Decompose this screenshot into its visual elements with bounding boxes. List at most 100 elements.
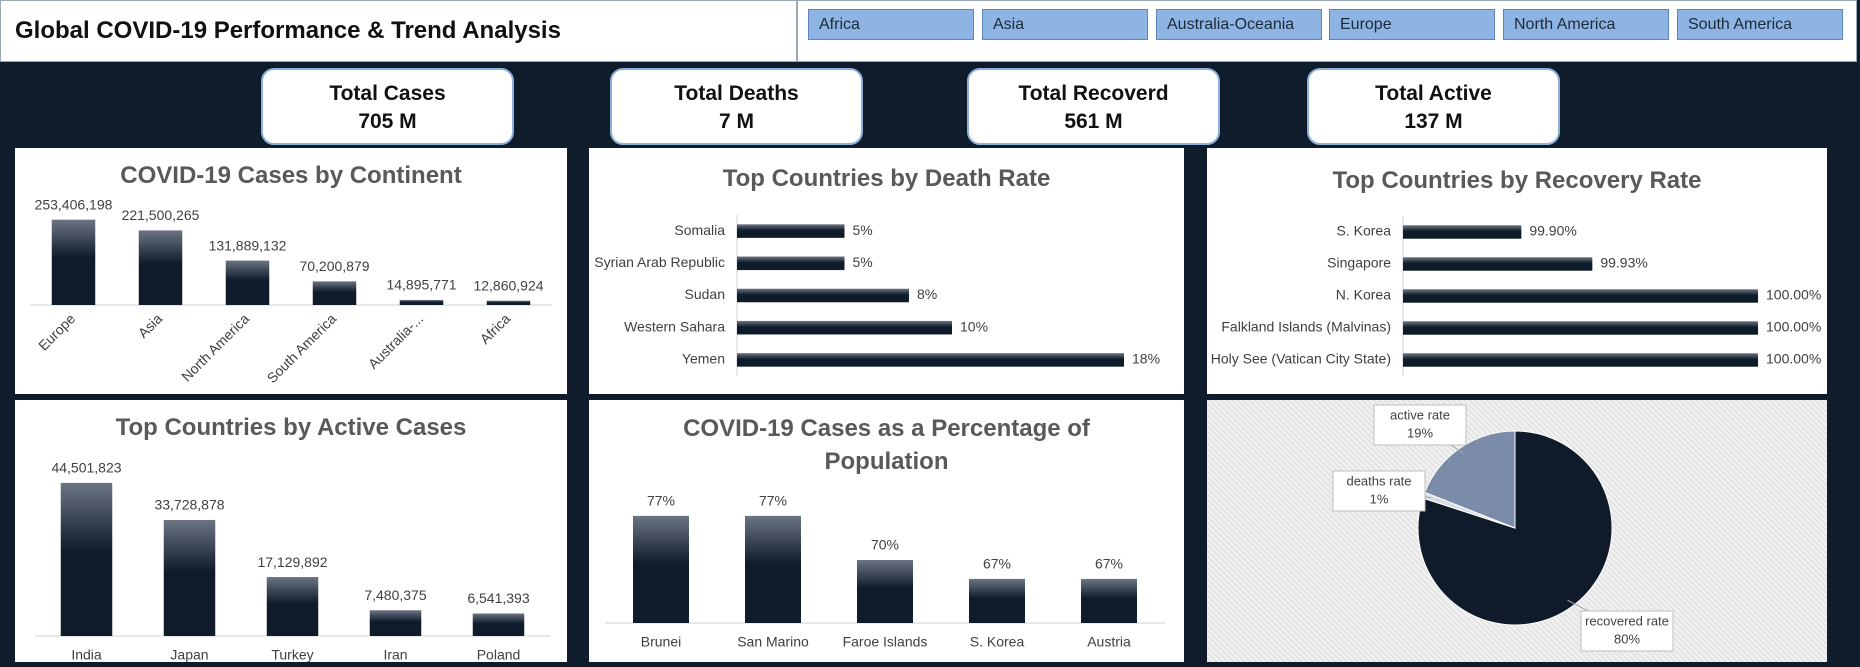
- label-box: [1580, 610, 1674, 652]
- label-box: [1332, 470, 1426, 512]
- y-tick-label: Falkland Islands (Malvinas): [1221, 319, 1391, 335]
- dashboard-title: Global COVID-19 Performance & Trend Anal…: [15, 17, 561, 44]
- kpi-label: Total Active: [1375, 82, 1492, 105]
- label-box: [1373, 404, 1467, 446]
- x-tick-label: Australia-...: [365, 310, 426, 371]
- chart-title: Top Countries by Recovery Rate: [1332, 167, 1702, 194]
- bar: [1403, 321, 1758, 335]
- kpi-label: Total Recoverd: [1018, 82, 1169, 105]
- bar: [60, 482, 113, 636]
- chart-panel: 44,501,823 India 33,728,878 Japan 17,129,892…: [15, 400, 567, 662]
- kpi-label: Total Deaths: [674, 82, 799, 105]
- data-label: 100.00%: [1766, 319, 1821, 335]
- kpi-card: Total Recoverd 561 M: [967, 68, 1220, 145]
- chart: 77% Brunei 77% San Marino 70% Faroe Islands 67…: [605, 493, 1165, 650]
- chart-panel: 99.90% S. Korea 99.93% Singapore 100.00% N. K…: [1207, 148, 1827, 394]
- data-label: 1%: [1370, 491, 1389, 506]
- x-tick-label: Africa: [477, 310, 514, 347]
- filter-button[interactable]: Asia: [982, 9, 1148, 40]
- bar: [138, 230, 183, 305]
- kpi-value: 561 M: [1064, 110, 1123, 133]
- x-tick-label: South America: [264, 310, 340, 386]
- data-label: 70,200,879: [299, 258, 369, 274]
- chart-title: COVID-19 Cases as a Percentage of Popula…: [683, 415, 1090, 475]
- y-tick-label: Somalia: [674, 222, 725, 238]
- chart-panel: 77% Brunei 77% San Marino 70% Faroe Islands 67…: [589, 400, 1184, 662]
- filter-button[interactable]: North America: [1503, 9, 1669, 40]
- data-label: 18%: [1132, 351, 1160, 367]
- x-tick-label: Japan: [170, 647, 208, 662]
- bar: [737, 224, 845, 238]
- bar: [399, 299, 444, 305]
- data-label: 100.00%: [1766, 287, 1821, 303]
- filter-button[interactable]: Europe: [1329, 9, 1495, 40]
- chart-panel: recovered rate 80% deaths rate 1% active rat…: [1207, 400, 1827, 662]
- data-label: 19%: [1407, 425, 1433, 440]
- x-tick-label: S. Korea: [970, 634, 1025, 650]
- chart: 99.90% S. Korea 99.93% Singapore 100.00% N. K…: [1211, 216, 1821, 376]
- bar: [737, 288, 909, 303]
- bar: [1403, 225, 1522, 239]
- y-tick-label: Holy See (Vatican City State): [1211, 351, 1391, 367]
- data-label: 131,889,132: [209, 237, 287, 253]
- bar: [737, 353, 1124, 367]
- x-tick-label: Turkey: [271, 647, 313, 662]
- bar: [1081, 578, 1137, 623]
- kpi-value: 137 M: [1404, 110, 1463, 133]
- y-tick-label: S. Korea: [1337, 223, 1392, 239]
- pie-slice: [1424, 430, 1516, 529]
- bar: [51, 219, 96, 305]
- bar: [472, 613, 525, 636]
- x-tick-label: San Marino: [737, 634, 809, 650]
- bar: [225, 260, 270, 305]
- kpi-card: Total Cases 705 M: [261, 68, 514, 145]
- data-label: 99.90%: [1529, 223, 1576, 239]
- y-tick-label: Sudan: [685, 286, 725, 302]
- bar: [1403, 289, 1758, 303]
- bar: [1403, 257, 1593, 271]
- continent-slicer: Africa Asia Australia-Oceania Europe Nor…: [797, 0, 1857, 62]
- x-tick-label: Faroe Islands: [843, 634, 928, 650]
- kpi-label: Total Cases: [329, 82, 446, 105]
- data-label: 10%: [960, 318, 988, 334]
- bar: [312, 281, 357, 305]
- bar: [163, 519, 216, 636]
- data-label: 33,728,878: [154, 497, 224, 513]
- bar: [745, 515, 801, 623]
- bar: [1403, 353, 1758, 367]
- chart: 253,406,198 Europe 221,500,265 Asia 131,889,…: [30, 196, 552, 386]
- x-tick-label: North America: [178, 310, 252, 384]
- bar: [633, 515, 689, 623]
- kpi-value: 7 M: [718, 110, 754, 133]
- chart-title: COVID-19 Cases by Continent: [120, 162, 462, 189]
- data-label: 70%: [871, 537, 899, 553]
- data-label: 99.93%: [1600, 255, 1647, 271]
- kpi-card: Total Deaths 7 M: [610, 68, 863, 145]
- bar: [857, 560, 913, 623]
- filter-button[interactable]: South America: [1677, 9, 1843, 40]
- chart-title: Top Countries by Active Cases: [115, 414, 467, 441]
- chart: recovered rate 80% deaths rate 1% active rat…: [1332, 404, 1674, 652]
- filter-button[interactable]: Australia-Oceania: [1156, 9, 1322, 40]
- kpi-value: 705 M: [358, 110, 417, 133]
- x-tick-label: India: [71, 647, 102, 662]
- chart: 5% Somalia 5% Syrian Arab Republic 8% Sudan 10…: [594, 215, 1160, 376]
- filter-button[interactable]: Africa: [808, 9, 974, 40]
- x-tick-label: Asia: [135, 310, 166, 341]
- x-tick-label: Austria: [1087, 634, 1131, 650]
- slice-label: recovered rate: [1585, 613, 1669, 628]
- data-label: 5%: [853, 222, 873, 238]
- y-tick-label: Syrian Arab Republic: [594, 254, 725, 270]
- data-label: 7,480,375: [364, 587, 426, 603]
- bar: [969, 578, 1025, 623]
- data-label: 100.00%: [1766, 351, 1821, 367]
- data-label: 17,129,892: [257, 554, 327, 570]
- data-label: 44,501,823: [51, 460, 121, 476]
- data-label: 77%: [647, 493, 675, 509]
- data-label: 5%: [853, 254, 873, 270]
- kpi-card: Total Active 137 M: [1307, 68, 1560, 145]
- bar: [266, 577, 319, 636]
- x-tick-label: Europe: [35, 310, 78, 353]
- y-tick-label: Western Sahara: [624, 318, 725, 334]
- slice-label: active rate: [1390, 407, 1450, 422]
